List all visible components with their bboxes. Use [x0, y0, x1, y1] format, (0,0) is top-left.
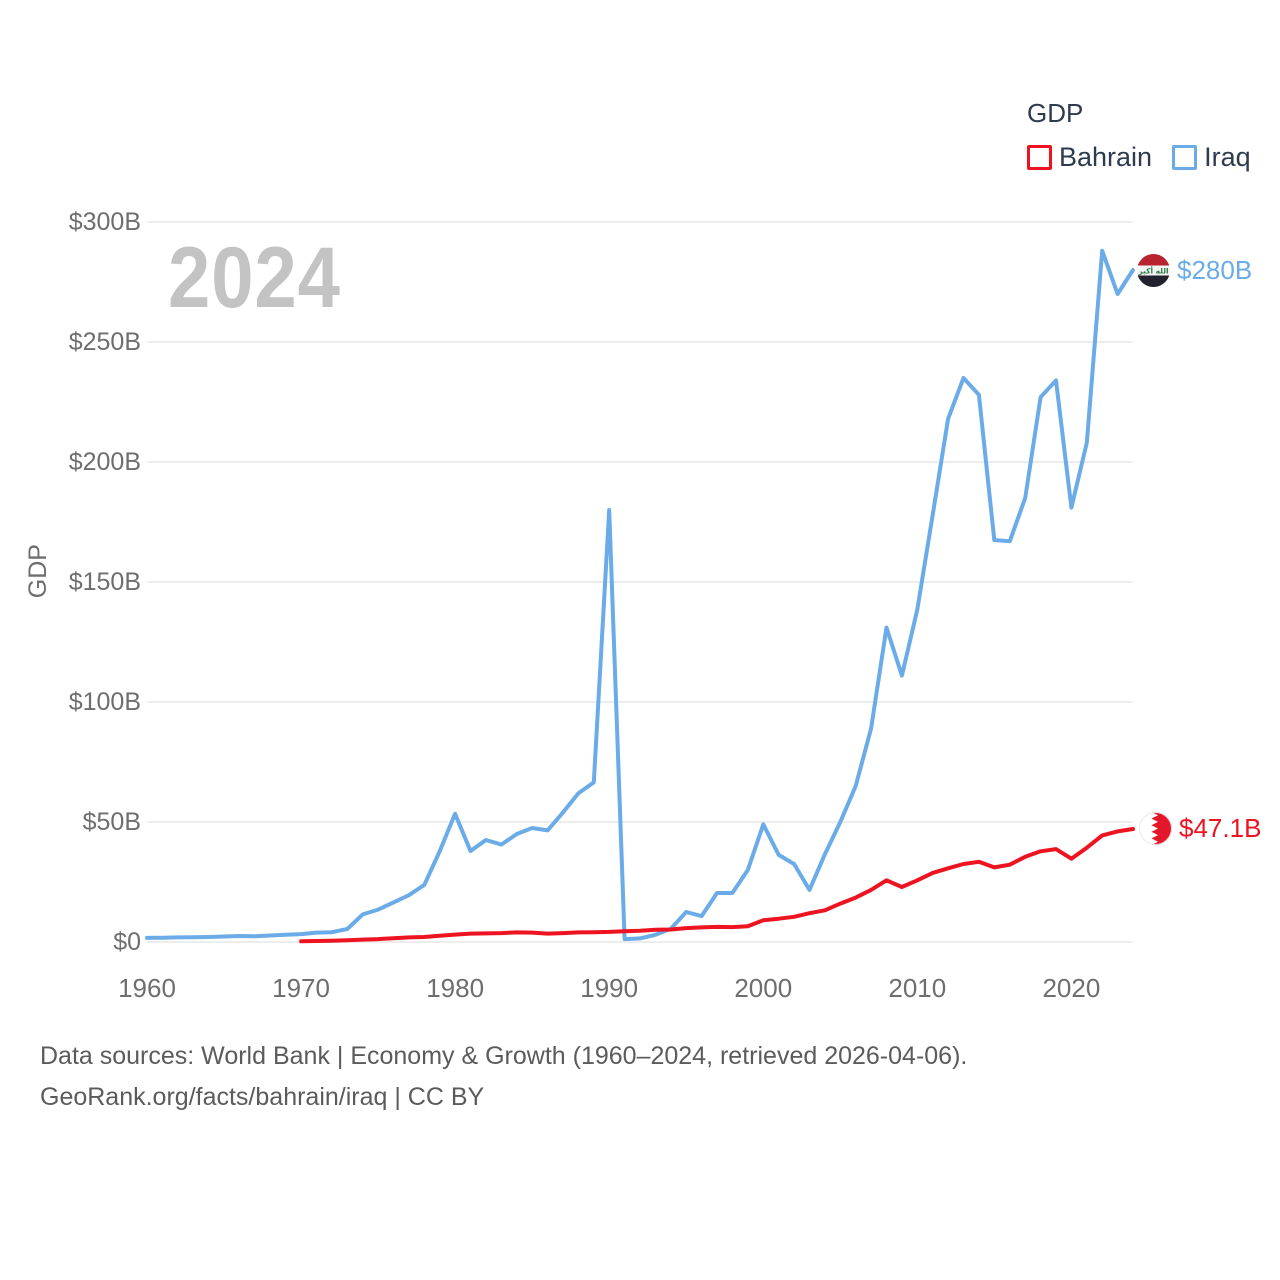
y-tick-label: $250B: [68, 328, 141, 356]
y-axis-title: GDP: [24, 544, 52, 599]
legend-label-bahrain: Bahrain: [1059, 142, 1153, 172]
legend: GDP Bahrain Iraq: [1027, 98, 1251, 173]
x-tick-label: 1980: [426, 973, 485, 1003]
footer-source-line: Data sources: World Bank | Economy & Gro…: [40, 1042, 968, 1070]
legend-title: GDP: [1027, 98, 1084, 128]
x-tick-label: 2020: [1042, 973, 1101, 1003]
y-tick-label: $200B: [68, 448, 141, 476]
x-tick-label: 2000: [734, 973, 793, 1003]
x-tick-label: 1970: [272, 973, 330, 1003]
x-tick-label: 1990: [580, 973, 639, 1003]
series-line-bahrain: [299, 827, 1135, 944]
y-tick-label: $150B: [68, 568, 141, 596]
legend-label-iraq: Iraq: [1204, 142, 1251, 172]
iraq-legend-swatch: [1172, 145, 1198, 170]
watermark-year: 2024: [168, 230, 341, 326]
y-tick-label: $300B: [68, 208, 141, 236]
y-tick-label: $50B: [82, 808, 141, 836]
series-line-iraq: [145, 248, 1135, 942]
legend-item-bahrain[interactable]: Bahrain: [1027, 142, 1152, 173]
iraq-flag-icon: الله أكبر: [1137, 253, 1170, 287]
footer: Data sources: World Bank | Economy & Gro…: [40, 1036, 967, 1118]
legend-items: Bahrain Iraq: [1027, 142, 1251, 173]
bahrain-legend-swatch: [1027, 145, 1052, 170]
bahrain-value-label: $47.1B: [1179, 812, 1262, 843]
iraq-end-marker: الله أكبر $280B: [1137, 253, 1252, 287]
gdp-line-chart: [145, 221, 1135, 944]
y-tick-label: $0: [113, 928, 141, 956]
iraq-value-label: $280B: [1177, 254, 1253, 285]
x-tick-label: 2010: [888, 973, 947, 1003]
svg-text:الله أكبر: الله أكبر: [1137, 265, 1168, 275]
footer-attribution-line: GeoRank.org/facts/bahrain/iraq | CC BY: [40, 1083, 485, 1111]
bahrain-flag-icon: [1139, 811, 1172, 845]
legend-item-iraq[interactable]: Iraq: [1172, 142, 1251, 173]
bahrain-end-marker: $47.1B: [1139, 811, 1261, 845]
y-tick-label: $100B: [68, 688, 141, 716]
x-tick-label: 1960: [118, 973, 176, 1003]
